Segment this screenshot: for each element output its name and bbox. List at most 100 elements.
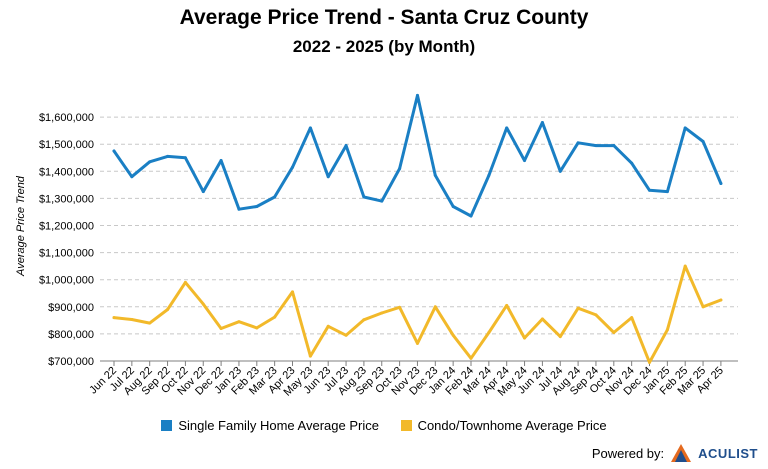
data-point: [183, 156, 187, 160]
data-point: [112, 316, 116, 320]
gridlines: [100, 116, 738, 362]
line-chart: $700,000 $800,000 $900,000 $1,000,000 $1,100…: [15, 93, 738, 399]
data-point: [683, 126, 687, 130]
data-point: [487, 173, 491, 177]
y-tick-label: $700,000: [48, 356, 94, 368]
data-point: [487, 331, 491, 335]
data-point: [558, 169, 562, 173]
data-point: [326, 175, 330, 179]
data-point: [166, 154, 170, 158]
data-point: [219, 158, 223, 162]
data-point: [112, 149, 116, 153]
y-tick-label: $1,100,000: [39, 248, 94, 260]
data-point: [380, 199, 384, 203]
legend-item-single-family: Single Family Home Average Price: [161, 418, 379, 433]
data-point: [540, 121, 544, 125]
data-point: [648, 360, 651, 364]
data-point: [558, 335, 562, 339]
y-tick-label: $800,000: [48, 329, 94, 341]
data-point: [505, 126, 509, 130]
data-point: [665, 328, 669, 332]
data-point: [612, 331, 616, 335]
chart-title: Average Price Trend - Santa Cruz County: [179, 6, 589, 29]
data-point: [273, 315, 277, 319]
data-point: [201, 190, 205, 194]
legend: Single Family Home Average Price Condo/T…: [0, 418, 768, 433]
data-point: [201, 302, 205, 306]
data-point: [719, 298, 723, 302]
data-point: [701, 305, 705, 309]
data-point: [469, 214, 473, 218]
data-point: [594, 144, 598, 148]
data-point: [648, 188, 651, 192]
data-point: [344, 144, 348, 148]
y-tick-label: $1,200,000: [39, 221, 94, 233]
data-point: [505, 303, 509, 307]
data-point: [398, 305, 402, 309]
data-point: [326, 324, 330, 328]
data-point: [166, 308, 170, 312]
data-point: [362, 195, 366, 199]
legend-label-condo: Condo/Townhome Average Price: [417, 418, 607, 433]
data-point: [308, 354, 312, 358]
data-point: [576, 141, 580, 145]
powered-by-text: Powered by:: [591, 445, 665, 461]
data-point: [291, 165, 294, 169]
data-point: [237, 320, 241, 324]
data-point: [291, 290, 294, 294]
data-point: [273, 195, 277, 199]
y-axis-label: Average Price Trend: [15, 175, 27, 277]
y-tick-label: $900,000: [48, 302, 94, 314]
series-lines: [112, 93, 723, 364]
data-point: [130, 318, 134, 322]
logo-text: ACULIST: [698, 445, 758, 461]
data-point: [523, 158, 527, 162]
data-point: [380, 311, 384, 315]
data-point: [344, 333, 348, 337]
data-point: [183, 280, 187, 284]
powered-by-footer: Powered by: ACULIST: [592, 443, 758, 463]
data-point: [148, 160, 152, 164]
data-point: [237, 207, 241, 211]
data-point: [130, 175, 134, 179]
data-point: [701, 139, 705, 143]
data-point: [415, 341, 419, 345]
data-point: [398, 167, 402, 171]
data-point: [255, 205, 259, 209]
data-point: [219, 326, 223, 330]
data-point: [308, 126, 312, 130]
legend-swatch-single-family: [161, 420, 173, 431]
data-point: [362, 318, 366, 322]
data-point: [523, 336, 527, 340]
legend-swatch-condo: [400, 420, 412, 431]
y-axis: $700,000 $800,000 $900,000 $1,000,000 $1,100…: [39, 112, 94, 368]
data-point: [433, 305, 437, 309]
y-tick-label: $1,000,000: [39, 275, 94, 287]
data-point: [612, 144, 616, 148]
data-point: [594, 313, 598, 317]
data-point: [540, 317, 544, 321]
data-point: [255, 326, 259, 330]
y-tick-label: $1,600,000: [39, 112, 94, 124]
series-line-condo-townhome: [112, 264, 723, 364]
data-point: [630, 161, 634, 165]
data-point: [415, 93, 419, 97]
y-tick-label: $1,400,000: [39, 166, 94, 178]
aculist-logo-icon: [671, 444, 692, 462]
data-point: [433, 173, 437, 177]
data-point: [451, 333, 455, 337]
legend-label-single-family: Single Family Home Average Price: [178, 418, 379, 433]
data-point: [719, 181, 723, 185]
legend-item-condo: Condo/Townhome Average Price: [400, 418, 607, 433]
data-point: [469, 356, 473, 360]
y-tick-label: $1,300,000: [39, 193, 94, 205]
data-point: [148, 321, 152, 325]
data-point: [451, 205, 455, 209]
data-point: [576, 306, 580, 310]
data-point: [630, 316, 634, 320]
data-point: [683, 264, 687, 268]
y-tick-label: $1,500,000: [39, 139, 94, 151]
data-point: [665, 190, 669, 194]
chart-subtitle: 2022 - 2025 (by Month): [292, 37, 476, 56]
